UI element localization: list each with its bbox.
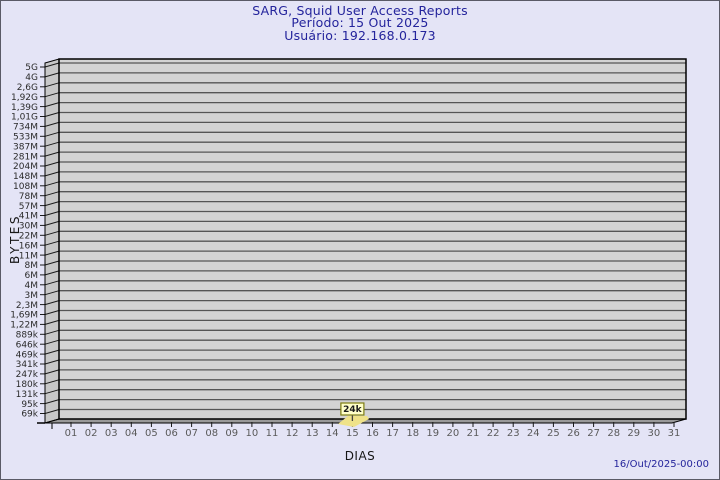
x-tick-label: 09 — [225, 428, 238, 439]
x-tick-label: 18 — [406, 428, 419, 439]
y-tick-label: 16M — [19, 241, 38, 251]
y-tick-label: 95k — [21, 400, 38, 410]
x-tick-label: 07 — [185, 428, 198, 439]
x-tick-label: 05 — [145, 428, 158, 439]
y-tick-label: 533M — [13, 133, 38, 143]
x-tick-label: 27 — [587, 428, 600, 439]
x-tick-label: 22 — [487, 428, 500, 439]
x-tick-label: 03 — [105, 428, 118, 439]
y-tick-label: 646k — [16, 340, 39, 350]
x-tick-label: 01 — [65, 428, 78, 439]
y-tick-label: 247k — [16, 370, 39, 380]
y-tick-label: 3M — [25, 291, 39, 301]
x-tick-label: 11 — [266, 428, 279, 439]
x-tick-label: 19 — [426, 428, 439, 439]
y-tick-label: 2,3M — [16, 301, 38, 311]
y-tick-label: 1,01G — [11, 113, 38, 123]
data-point-marker: 24k — [338, 402, 369, 427]
y-tick-label: 1,69M — [10, 311, 38, 321]
data-point-label-box — [340, 402, 365, 416]
y-tick-label: 4M — [25, 281, 39, 291]
chart-frame — [37, 58, 687, 429]
y-tick-label: 2,6G — [17, 83, 38, 93]
y-tick-label: 1,22M — [10, 321, 38, 331]
y-axis-ticks: 5G4G2,6G1,92G1,39G1,01G734M533M387M281M2… — [10, 63, 45, 420]
x-tick-label: 15 — [346, 428, 359, 439]
y-tick-label: 69k — [21, 410, 38, 420]
x-tick-label: 06 — [165, 428, 178, 439]
y-tick-label: 22M — [19, 232, 38, 242]
y-tick-label: 281M — [13, 152, 38, 162]
chart-header: SARG, Squid User Access Reports Período:… — [1, 3, 719, 43]
x-tick-label: 20 — [447, 428, 460, 439]
y-tick-label: 11M — [19, 251, 38, 261]
y-tick-label: 180k — [16, 380, 39, 390]
chart-3d-walls — [45, 59, 686, 423]
x-tick-label: 16 — [366, 428, 379, 439]
x-tick-label: 08 — [205, 428, 218, 439]
y-tick-label: 889k — [16, 331, 39, 341]
y-tick-label: 1,39G — [11, 103, 38, 113]
y-tick-label: 1,92G — [11, 93, 38, 103]
y-tick-label: 108M — [13, 182, 38, 192]
chart-period: Período: 15 Out 2025 — [291, 15, 429, 31]
y-tick-label: 469k — [16, 350, 39, 360]
generated-timestamp: 16/Out/2025-00:00 — [613, 459, 709, 470]
chart-title: SARG, Squid User Access Reports — [252, 3, 468, 18]
x-tick-label: 26 — [567, 428, 580, 439]
y-tick-label: 131k — [16, 390, 39, 400]
y-tick-label: 387M — [13, 142, 38, 152]
y-tick-label: 4G — [25, 73, 38, 83]
x-tick-label: 25 — [547, 428, 560, 439]
x-tick-label: 02 — [85, 428, 98, 439]
x-tick-label: 14 — [326, 428, 339, 439]
x-axis-ticks: 01 02 03 04 05 06 07 08 09 10 11 12 13 14 15 16 17 18 19 20… — [65, 422, 681, 439]
y-tick-label: 148M — [13, 172, 38, 182]
x-tick-label: 12 — [286, 428, 299, 439]
x-axis-title: DIAS — [344, 449, 376, 463]
y-tick-label: 204M — [13, 162, 38, 172]
x-tick-label: 21 — [467, 428, 480, 439]
x-tick-label: 17 — [386, 428, 399, 439]
y-tick-label: 341k — [16, 360, 39, 370]
x-tick-label: 31 — [668, 428, 681, 439]
x-tick-label: 30 — [648, 428, 661, 439]
y-tick-label: 78M — [19, 192, 38, 202]
x-tick-label: 04 — [125, 428, 138, 439]
data-point-label: 24k — [343, 405, 363, 415]
chart-user: Usuário: 192.168.0.173 — [284, 27, 436, 43]
x-tick-label: 24 — [527, 428, 540, 439]
x-tick-label: 28 — [607, 428, 620, 439]
x-tick-label: 13 — [306, 428, 319, 439]
y-tick-label: 734M — [13, 123, 38, 133]
y-tick-label: 57M — [19, 202, 38, 212]
x-tick-label: 23 — [507, 428, 520, 439]
y-tick-label: 8M — [25, 261, 39, 271]
y-tick-label: 5G — [25, 63, 38, 73]
x-tick-label: 29 — [627, 428, 640, 439]
gridlines — [44, 62, 686, 414]
y-tick-label: 41M — [19, 212, 38, 222]
y-tick-label: 30M — [19, 222, 38, 232]
y-tick-label: 6M — [25, 271, 39, 281]
x-tick-label: 10 — [246, 428, 259, 439]
